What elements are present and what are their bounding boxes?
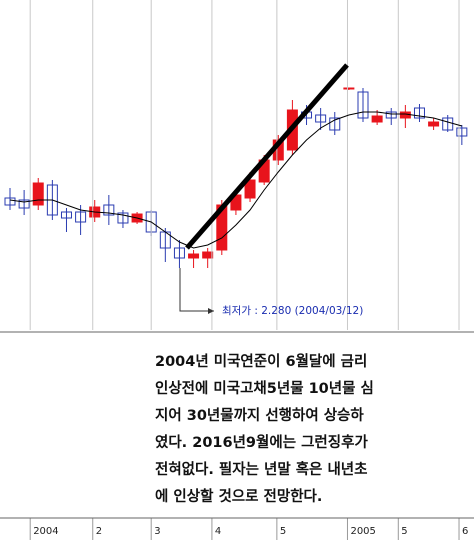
note-line: 인상전에 미국고채5년물 10년물 심: [155, 379, 374, 397]
note-line: 지어 30년물까지 선행하여 상승하: [155, 407, 364, 424]
x-tick-label: 5: [401, 526, 407, 537]
moving-average: [9, 111, 462, 249]
note-line: 2004년 미국연준이 6월달에 금리: [155, 352, 367, 370]
x-tick-label: 2005: [350, 526, 375, 537]
x-tick-label: 5: [280, 526, 286, 537]
trend-line: [185, 63, 349, 250]
x-tick-label: 3: [154, 526, 160, 537]
x-tick-label: 4: [215, 526, 221, 537]
arrow-head: [208, 308, 214, 314]
low-pointer: [179, 268, 214, 312]
note-line: 전혀없다. 필자는 년말 혹은 내년초: [155, 460, 367, 478]
x-tick-label: 2004: [33, 526, 58, 537]
note-line: 였다. 2016년9월에는 그런징후가: [155, 433, 368, 451]
low-annotation: 최저가 : 2.280 (2004/03/12): [222, 305, 363, 317]
x-tick-label: 6: [462, 526, 468, 537]
x-tick-label: 2: [96, 526, 102, 537]
note-line: 에 인상할 것으로 전망한다.: [155, 487, 322, 505]
